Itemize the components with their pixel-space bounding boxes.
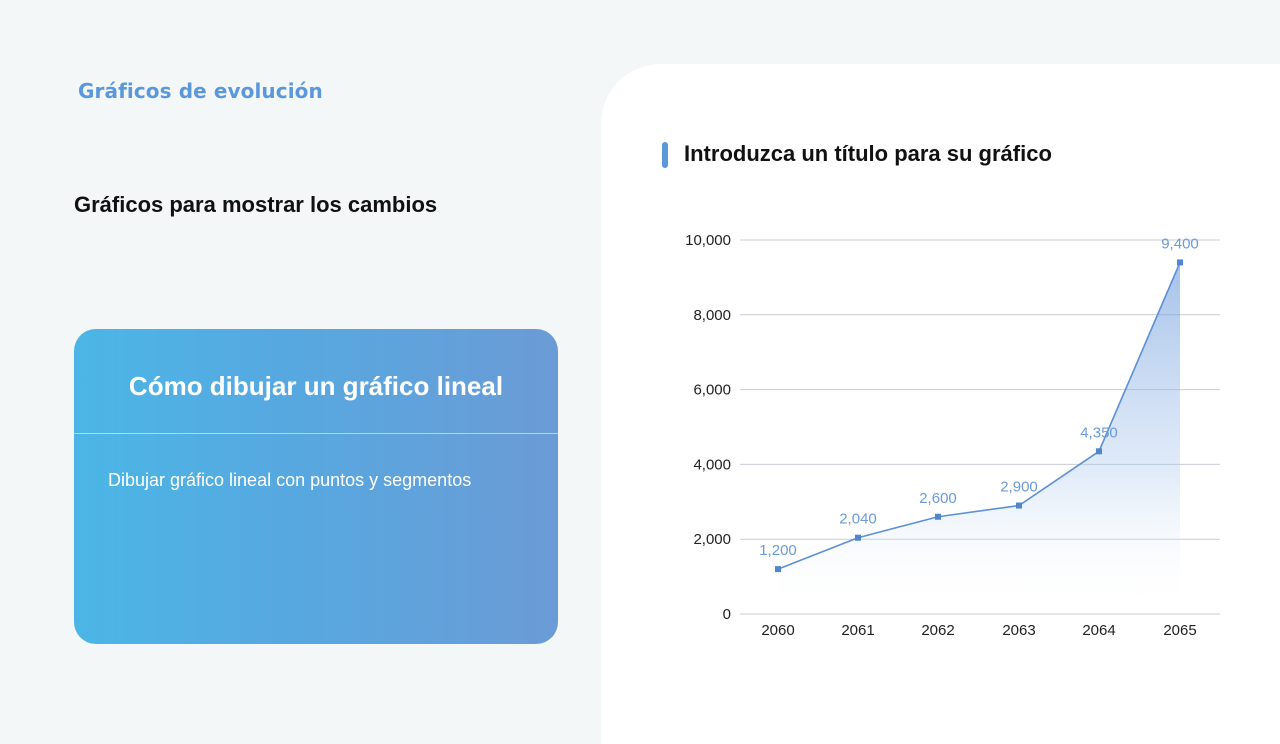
y-tick-label: 2,000 [693, 531, 731, 548]
chart-title: Introduzca un título para su gráfico [684, 141, 1052, 166]
y-tick-label: 6,000 [693, 382, 731, 399]
data-value-label: 2,040 [839, 511, 877, 528]
x-tick-label: 2065 [1163, 622, 1196, 639]
data-point-marker [1016, 502, 1022, 509]
x-tick-label: 2060 [761, 622, 794, 639]
line-chart: 0 2,000 4,000 6,000 8,000 10,000 2060 2061 2062… [685, 232, 1220, 639]
x-tick-label: 2062 [921, 622, 954, 639]
area-fill [778, 262, 1180, 614]
card-title: Cómo dibujar un gráfico lineal [128, 371, 504, 401]
data-value-label: 2,900 [1000, 479, 1038, 496]
y-axis-ticks: 0 2,000 4,000 6,000 8,000 10,000 [685, 232, 731, 623]
section-subtitle: Gráficos para mostrar los cambios [74, 192, 438, 217]
x-axis-ticks: 2060 2061 2062 2063 2064 2065 [761, 622, 1196, 639]
y-tick-label: 10,000 [685, 232, 731, 249]
x-tick-label: 2061 [841, 622, 874, 639]
data-point-marker [935, 513, 941, 520]
info-card: Cómo dibujar un gráfico lineal Dibujar g… [74, 329, 558, 644]
title-accent-bar [662, 142, 668, 168]
y-tick-label: 8,000 [693, 307, 731, 324]
card-body: Dibujar gráfico lineal con puntos y segm… [108, 470, 472, 490]
section-kicker: Gráficos de evolución [78, 79, 323, 103]
x-tick-label: 2064 [1082, 622, 1115, 639]
data-point-marker [775, 566, 781, 573]
x-tick-label: 2063 [1002, 622, 1035, 639]
data-point-marker [1177, 259, 1183, 266]
data-point-marker [855, 534, 861, 541]
y-tick-label: 4,000 [693, 456, 731, 473]
card-divider [74, 433, 558, 434]
data-value-label: 4,350 [1080, 424, 1118, 441]
data-value-label: 1,200 [759, 542, 797, 559]
data-value-label: 2,600 [919, 490, 957, 507]
data-value-label: 9,400 [1161, 235, 1199, 252]
data-labels: 1,200 2,040 2,600 2,900 4,350 9,400 [759, 235, 1199, 559]
data-point-marker [1096, 448, 1102, 455]
data-points [775, 259, 1183, 573]
data-line [777, 262, 1181, 570]
y-tick-label: 0 [723, 606, 731, 623]
